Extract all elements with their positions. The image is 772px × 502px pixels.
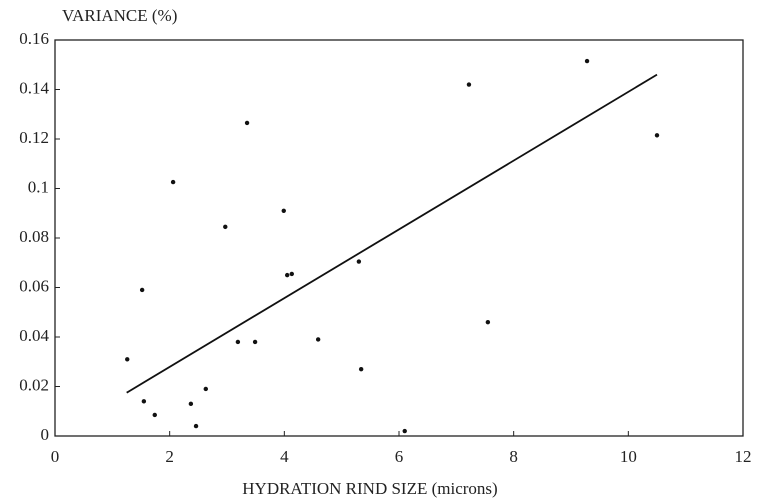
x-tick-label: 10	[620, 447, 637, 466]
y-tick-label: 0.06	[19, 276, 49, 295]
point	[235, 339, 241, 345]
point	[358, 366, 364, 372]
point	[139, 287, 145, 293]
point	[285, 272, 290, 278]
x-tick-label: 0	[51, 447, 60, 466]
chart-title: VARIANCE (%)	[62, 6, 177, 25]
point	[356, 259, 362, 264]
x-tick-label: 12	[735, 447, 752, 466]
point	[654, 133, 660, 138]
point	[315, 337, 321, 342]
point	[203, 386, 208, 392]
point	[584, 58, 590, 64]
point	[485, 319, 491, 325]
x-tick-label: 4	[280, 447, 289, 466]
y-tick-label: 0.1	[28, 177, 49, 196]
point	[141, 399, 147, 404]
point	[281, 208, 286, 213]
point	[289, 271, 294, 277]
point	[402, 428, 407, 434]
point	[125, 357, 130, 362]
x-axis-label: HYDRATION RIND SIZE (microns)	[242, 479, 497, 498]
y-tick-label: 0.04	[19, 326, 49, 345]
point	[223, 224, 228, 230]
point	[244, 120, 250, 126]
y-tick-label: 0.14	[19, 78, 49, 97]
y-tick-label: 0.16	[19, 29, 49, 48]
x-tick-label: 6	[395, 447, 404, 466]
plot-frame	[54, 39, 744, 437]
trend-line	[126, 73, 658, 394]
y-tick-label: 0.12	[19, 128, 49, 147]
x-tick-label: 2	[165, 447, 174, 466]
point	[170, 179, 176, 185]
y-tick-label: 0	[41, 425, 50, 444]
point	[466, 82, 472, 87]
y-tick-label: 0.02	[19, 375, 49, 394]
y-tick-label: 0.08	[19, 227, 49, 246]
point	[152, 412, 157, 418]
point	[193, 423, 199, 429]
point	[252, 339, 258, 345]
x-tick-label: 8	[509, 447, 518, 466]
point	[188, 401, 194, 407]
